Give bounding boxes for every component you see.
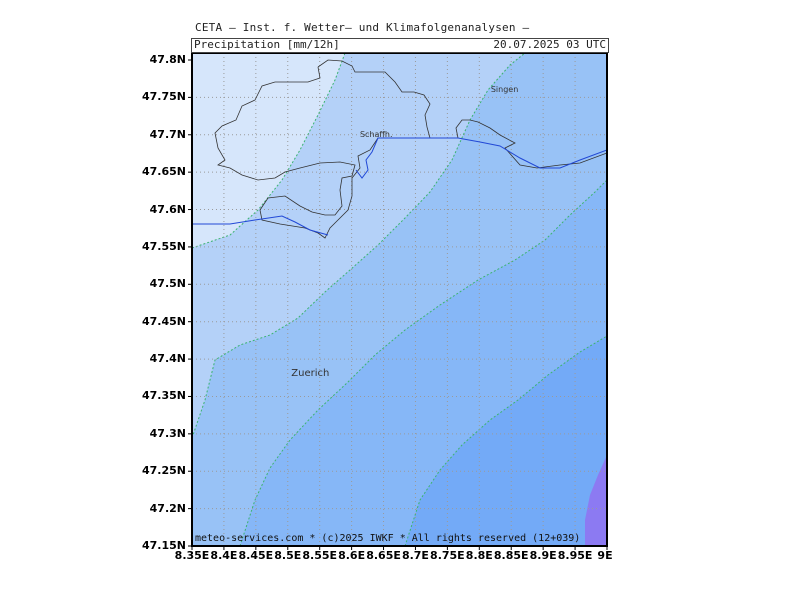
lat-label: 47.25N [142,464,186,478]
lat-label: 47.7N [149,127,186,141]
lon-label: 8.4E [210,549,238,562]
precip-band-7 [585,455,607,546]
lon-label: 8.35E [174,549,210,562]
parameter-box [191,38,609,53]
copyright-notice: meteo-services.com * (c)2025 IWKF * All … [195,533,581,544]
lat-label: 47.15N [142,539,186,552]
header-title: CETA — Inst. f. Wetter— und Klimafolgena… [195,21,530,34]
lon-label: 8.7E [401,549,429,562]
lon-label: 8.65E [366,549,401,562]
precipitation-field [192,53,607,546]
lat-label: 47.75N [142,90,186,104]
contour-line [404,335,607,546]
lon-label: 8.9E [529,549,557,562]
city-label: Schaffh. [359,129,393,139]
lon-label: 8.85E [493,549,529,562]
precip-band-5 [405,336,607,546]
lat-label: 47.55N [142,239,186,253]
lon-label: 8.95E [557,549,593,562]
rhine-river [192,215,329,236]
lon-label: 8.75E [430,549,465,562]
rivers [192,137,607,236]
lat-label: 47.4N [149,352,186,366]
rhine-river-east [355,137,607,179]
lat-label: 47.6N [149,202,186,216]
lon-label: 8.5E [274,549,302,562]
lat-label: 47.8N [149,53,186,66]
lat-label: 47.5N [149,277,186,291]
lat-label: 47.35N [142,389,186,403]
contour-line [239,179,607,546]
lat-label: 47.45N [142,314,186,328]
lon-label: 8.6E [338,549,366,562]
city-label: Singen [490,84,519,94]
lat-label: 47.2N [149,501,186,515]
axis-ticks [188,59,608,550]
lon-label: 8.45E [238,549,274,562]
lat-label: 47.65N [142,165,186,179]
lon-label: 8.55E [302,549,338,562]
parameter-label: Precipitation [mm/12h] [194,38,340,51]
valid-time: 20.07.2025 03 UTC [493,38,606,51]
map-frame [191,52,608,547]
contour-line [192,53,346,249]
city-label: Zuerich [291,368,330,380]
lat-label: 47.3N [149,426,186,440]
border-line [214,66,379,239]
lon-label: 8.8E [465,549,493,562]
lon-label: 9E [597,549,613,562]
